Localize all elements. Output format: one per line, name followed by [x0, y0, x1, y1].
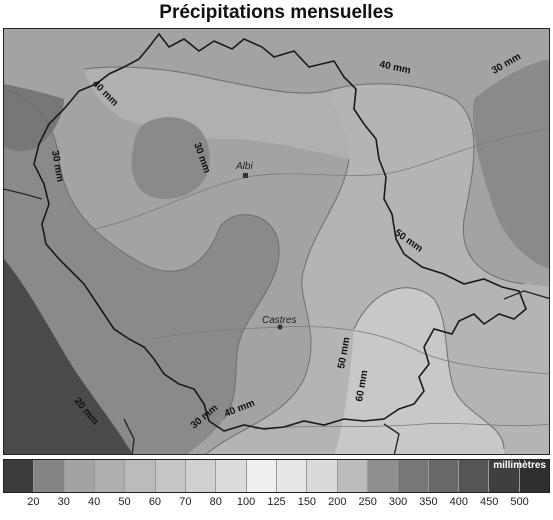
legend-tick: 350 [419, 496, 438, 508]
legend-tick: 30 [57, 496, 70, 508]
river-agout [153, 326, 549, 375]
albi-label: Albi [235, 161, 253, 172]
map-title: Précipitations mensuelles [159, 2, 394, 23]
albi-marker [243, 173, 248, 178]
legend-tick: 450 [480, 496, 499, 508]
zone-50-east [206, 83, 549, 454]
zone-60-south [334, 287, 504, 454]
zone-30-west [4, 89, 280, 454]
legend-tick: 200 [328, 496, 347, 508]
legend-swatch [519, 460, 549, 492]
legend-tick: 300 [388, 496, 408, 508]
zone-30-northeast [472, 59, 549, 269]
legend-tick: 80 [209, 496, 222, 508]
legend-swatch [94, 460, 126, 492]
zone-20-northwest [4, 84, 64, 152]
legend-swatch [367, 460, 399, 492]
legend-swatch [246, 460, 277, 492]
legend-swatch [185, 460, 217, 492]
river-tarn [93, 128, 549, 230]
legend-swatch [155, 460, 186, 492]
legend-tick: 40 [88, 496, 101, 508]
legend-unit-label: millimètres [493, 460, 546, 471]
zone-30-center [131, 117, 210, 199]
river-south [253, 422, 549, 430]
legend-swatch [337, 460, 368, 492]
legend-swatch [64, 460, 95, 492]
zone-50-north [84, 67, 350, 159]
legend-tick: 150 [297, 496, 317, 508]
castres-label: Castres [262, 315, 296, 326]
iso-30-west-label: 30 mm [49, 150, 65, 183]
legend-swatch [458, 460, 490, 492]
legend-swatch [34, 460, 65, 492]
legend-swatch [216, 460, 247, 492]
legend-colorbar [3, 459, 550, 493]
iso-60-south-label: 60 mm [354, 369, 370, 402]
legend-swatch [398, 460, 429, 492]
department-border [33, 32, 527, 432]
legend-swatch [125, 460, 156, 492]
legend-tick: 400 [449, 496, 469, 508]
legend-tick: 500 [510, 496, 529, 508]
legend-tick: 20 [27, 496, 40, 508]
legend-swatch [4, 460, 35, 492]
castres-marker [277, 324, 283, 330]
legend-swatch [428, 460, 459, 492]
iso-50-south-label: 50 mm [336, 336, 352, 369]
legend-swatch [276, 460, 308, 492]
legend-tick: 50 [118, 496, 131, 508]
legend-tick-labels: 20 30 40 50 60 70 80 100 125 150 200 250 300 350 400 45… [3, 496, 550, 514]
legend-tick: 250 [358, 496, 377, 508]
legend-tick: 60 [148, 496, 162, 508]
zone-20-southwest [4, 259, 133, 454]
legend: millimètres [3, 459, 550, 495]
legend-tick: 100 [236, 496, 256, 508]
legend-swatch [489, 460, 520, 492]
legend-tick: 125 [267, 496, 286, 508]
legend-tick: 70 [179, 496, 192, 508]
legend-swatch [307, 460, 338, 492]
precipitation-map: 40 mm 30 mm 40 mm 30 mm 30 mm 50 mm 50 m… [3, 28, 550, 455]
